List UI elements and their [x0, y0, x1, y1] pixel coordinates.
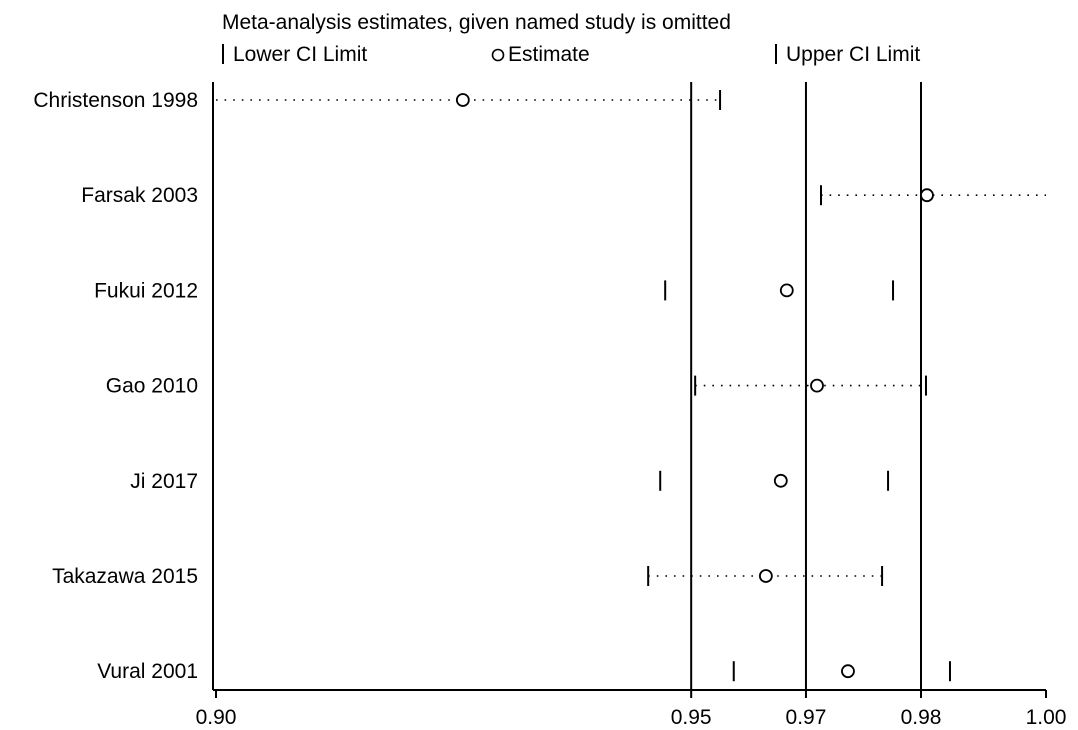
- study-row: Farsak 2003: [81, 184, 1046, 207]
- legend-estimate-circle: [491, 48, 505, 62]
- x-tick-label-4: 1.00: [1026, 706, 1067, 729]
- study-label: Christenson 1998: [33, 89, 198, 112]
- x-tick-label-3: 0.98: [901, 706, 942, 729]
- study-row: Fukui 2012: [94, 279, 895, 302]
- estimate-point: [920, 188, 934, 203]
- study-label: Vural 2001: [97, 660, 198, 683]
- estimate-point: [773, 473, 788, 488]
- x-tick-label-1: 0.95: [671, 706, 712, 729]
- study-row: Takazawa 2015: [52, 565, 884, 588]
- study-row: Vural 2001: [97, 660, 951, 683]
- legend-upper-label: Upper CI Limit: [786, 43, 920, 66]
- estimate-point: [455, 93, 470, 107]
- study-label: Farsak 2003: [81, 184, 198, 207]
- estimate-point: [779, 283, 794, 298]
- estimate-point: [810, 378, 824, 393]
- study-label: Ji 2017: [130, 470, 198, 493]
- legend: Lower CI Limit Estimate Upper CI Limit: [222, 43, 920, 66]
- study-label: Takazawa 2015: [52, 565, 198, 588]
- study-label: Fukui 2012: [94, 279, 198, 302]
- study-label: Gao 2010: [106, 375, 198, 398]
- study-row: Christenson 1998: [33, 89, 722, 112]
- x-tick-label-0: 0.90: [196, 706, 237, 729]
- x-tick-label-2: 0.97: [786, 706, 827, 729]
- chart-title: Meta-analysis estimates, given named stu…: [222, 11, 731, 34]
- study-row: Ji 2017: [130, 470, 890, 493]
- legend-lower-label: Lower CI Limit: [233, 43, 367, 66]
- estimate-point: [841, 664, 855, 679]
- estimate-point: [758, 569, 773, 583]
- legend-estimate-label: Estimate: [508, 43, 590, 66]
- study-row: Gao 2010: [106, 375, 927, 398]
